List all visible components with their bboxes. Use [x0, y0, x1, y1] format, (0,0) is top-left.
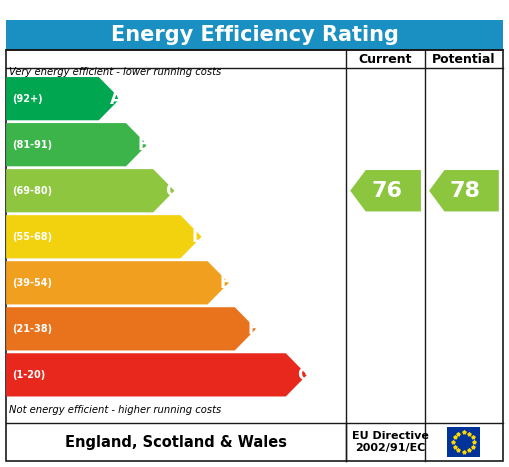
Text: (69-80): (69-80) [12, 186, 52, 196]
Polygon shape [6, 307, 256, 350]
Text: (39-54): (39-54) [12, 278, 52, 288]
Text: E: E [220, 274, 231, 292]
Text: Potential: Potential [432, 53, 496, 65]
Text: F: F [247, 320, 259, 338]
Polygon shape [6, 353, 307, 396]
Polygon shape [6, 169, 175, 212]
Polygon shape [6, 261, 229, 304]
Text: Energy Efficiency Rating: Energy Efficiency Rating [110, 25, 399, 45]
Text: C: C [165, 182, 177, 200]
Polygon shape [6, 123, 147, 166]
Bar [447, 427, 480, 458]
Text: 76: 76 [372, 181, 403, 201]
Text: 78: 78 [450, 181, 481, 201]
Polygon shape [6, 215, 202, 258]
Polygon shape [6, 77, 120, 120]
Bar [6, 50, 503, 461]
Text: Very energy efficient - lower running costs: Very energy efficient - lower running co… [9, 67, 221, 77]
Text: B: B [138, 136, 150, 154]
Polygon shape [429, 170, 499, 212]
Text: England, Scotland & Wales: England, Scotland & Wales [65, 434, 287, 450]
Text: G: G [297, 366, 310, 384]
Text: (1-20): (1-20) [12, 370, 45, 380]
Text: D: D [191, 228, 205, 246]
Bar [6, 20, 503, 50]
Text: 2002/91/EC: 2002/91/EC [355, 443, 425, 453]
Polygon shape [350, 170, 421, 212]
Text: (92+): (92+) [12, 94, 43, 104]
Text: (21-38): (21-38) [12, 324, 52, 334]
Text: (81-91): (81-91) [12, 140, 52, 150]
Text: Not energy efficient - higher running costs: Not energy efficient - higher running co… [9, 405, 221, 415]
Text: A: A [110, 90, 123, 108]
Text: EU Directive: EU Directive [352, 432, 429, 441]
Text: Current: Current [359, 53, 412, 65]
Text: (55-68): (55-68) [12, 232, 52, 242]
